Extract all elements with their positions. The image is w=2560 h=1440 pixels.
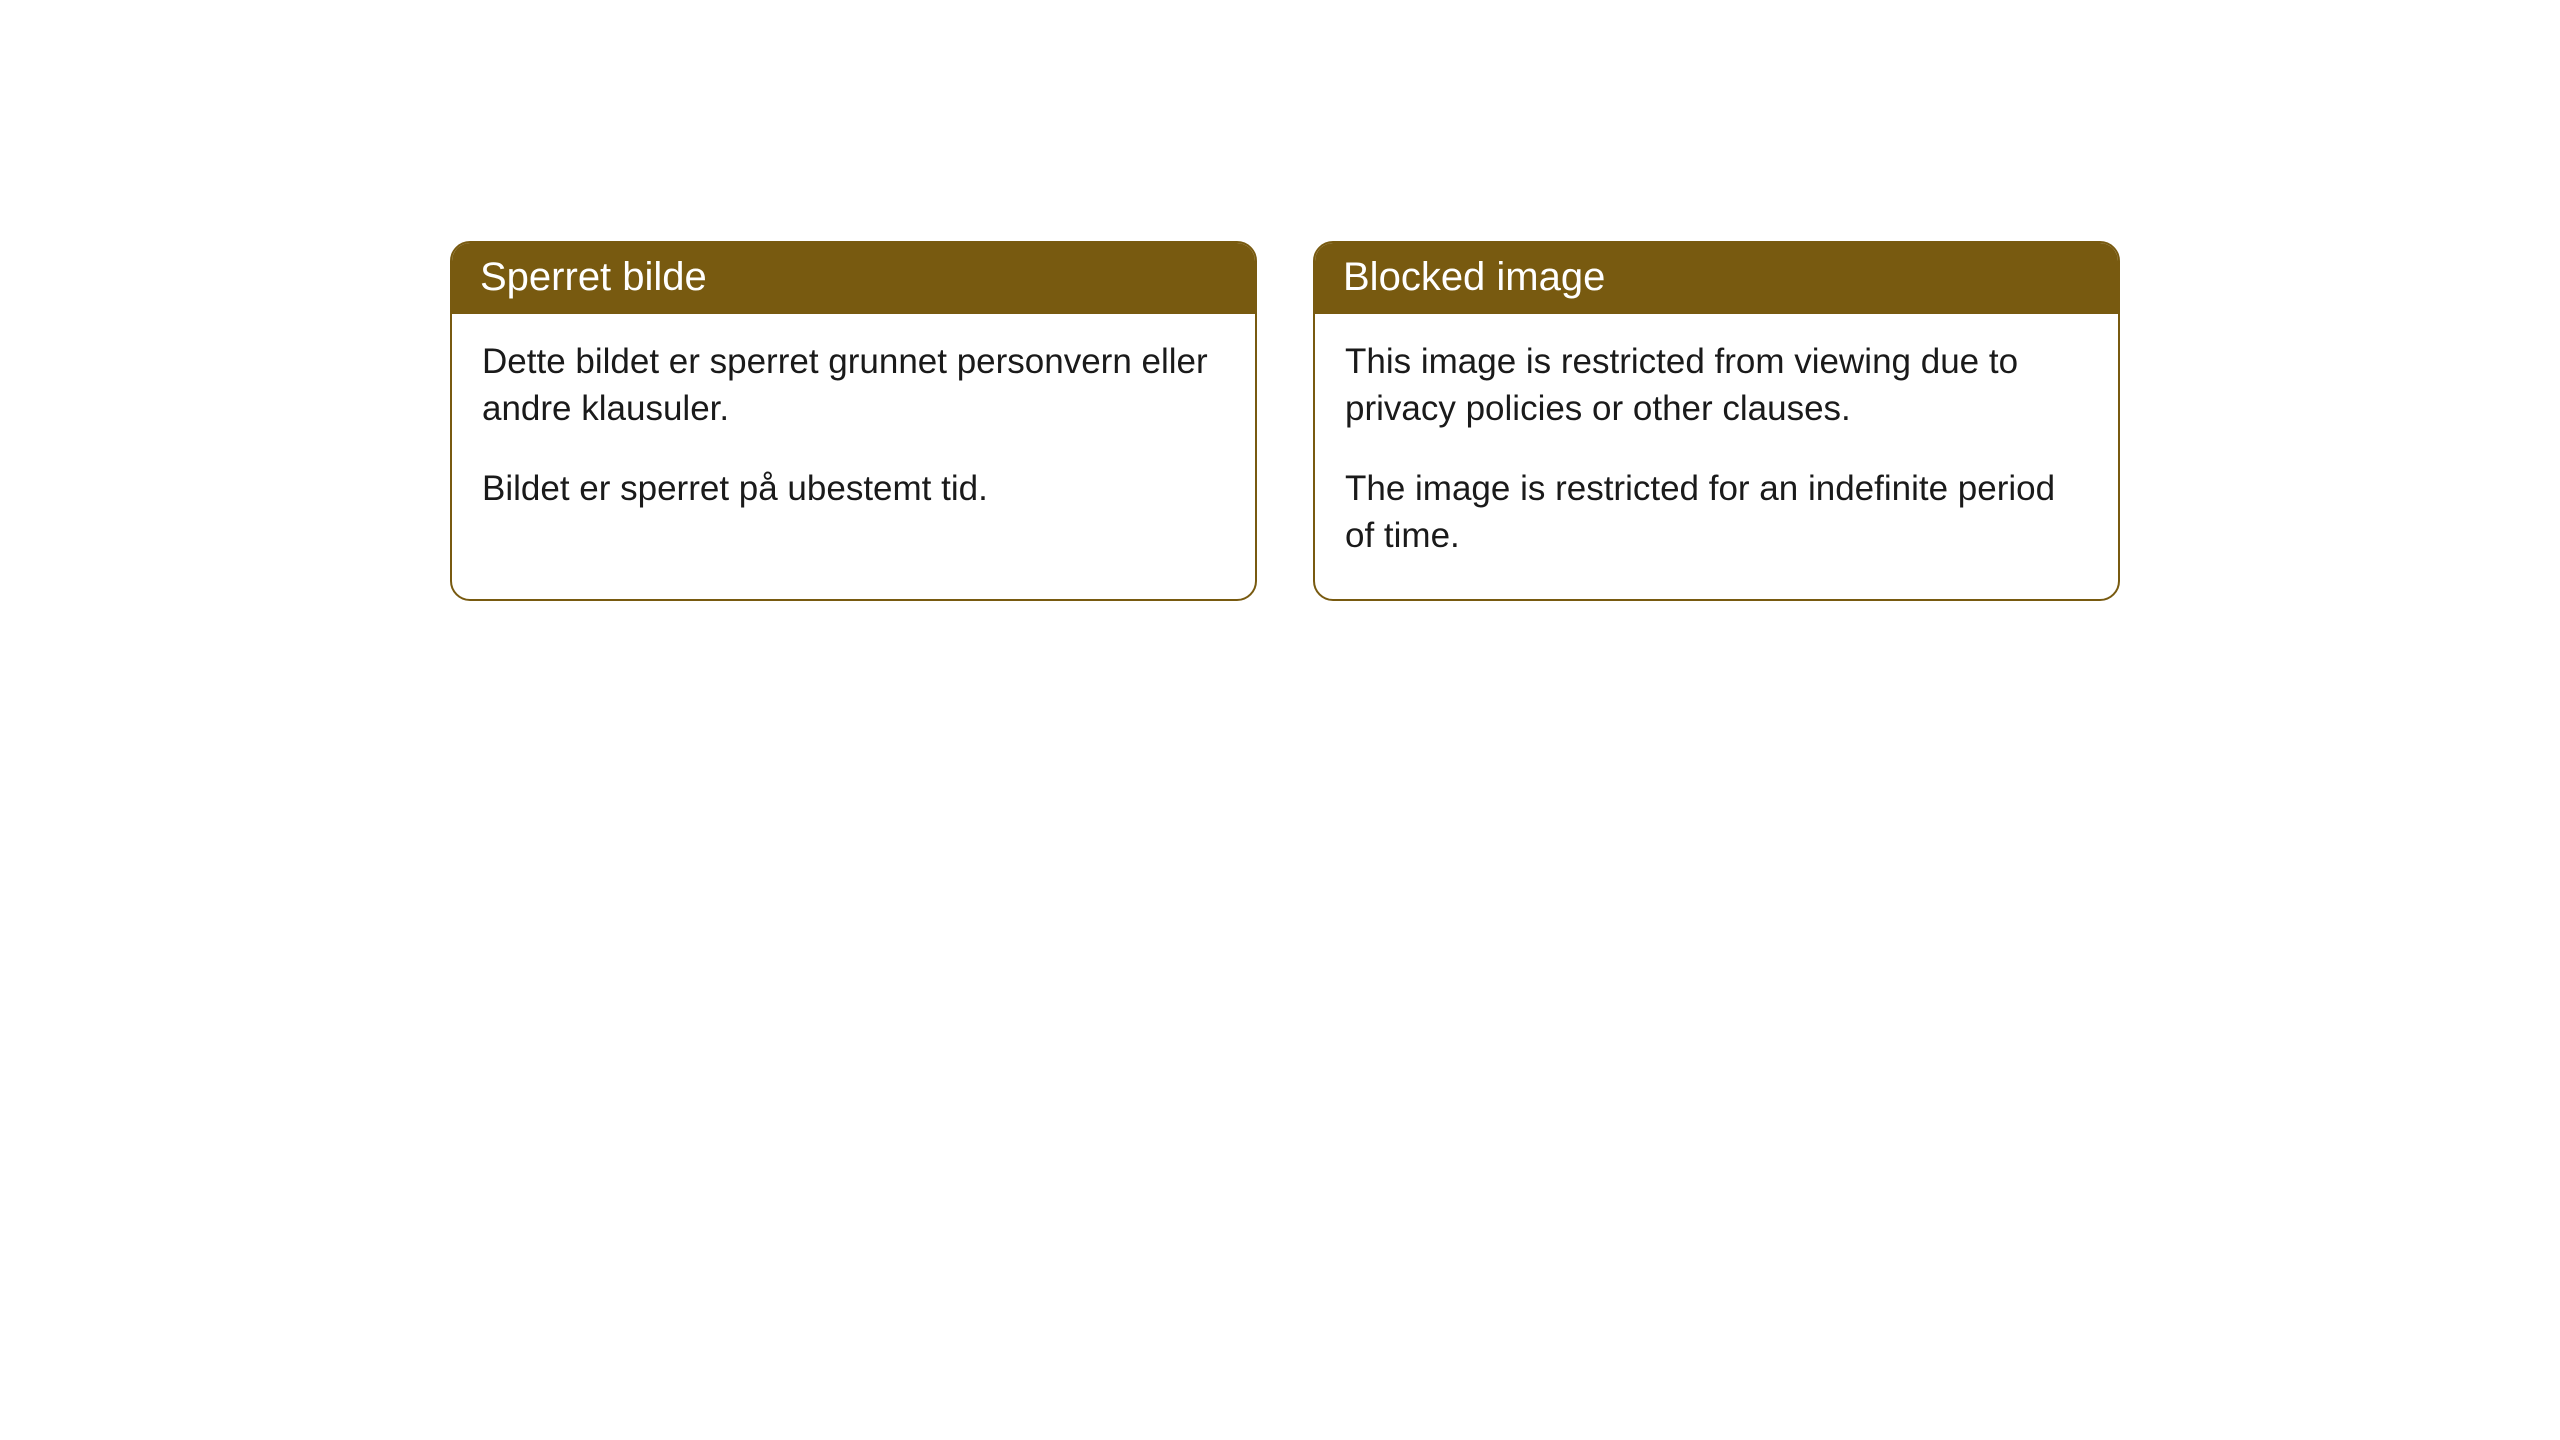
notice-card-title: Sperret bilde — [452, 243, 1255, 314]
notice-card-title: Blocked image — [1315, 243, 2118, 314]
notice-paragraph: Bildet er sperret på ubestemt tid. — [482, 465, 1225, 512]
notice-card-body: This image is restricted from viewing du… — [1315, 314, 2118, 599]
notice-paragraph: This image is restricted from viewing du… — [1345, 338, 2088, 433]
notice-container: Sperret bilde Dette bildet er sperret gr… — [0, 0, 2560, 601]
notice-card-norwegian: Sperret bilde Dette bildet er sperret gr… — [450, 241, 1257, 601]
notice-card-english: Blocked image This image is restricted f… — [1313, 241, 2120, 601]
notice-paragraph: The image is restricted for an indefinit… — [1345, 465, 2088, 560]
notice-paragraph: Dette bildet er sperret grunnet personve… — [482, 338, 1225, 433]
notice-card-body: Dette bildet er sperret grunnet personve… — [452, 314, 1255, 552]
